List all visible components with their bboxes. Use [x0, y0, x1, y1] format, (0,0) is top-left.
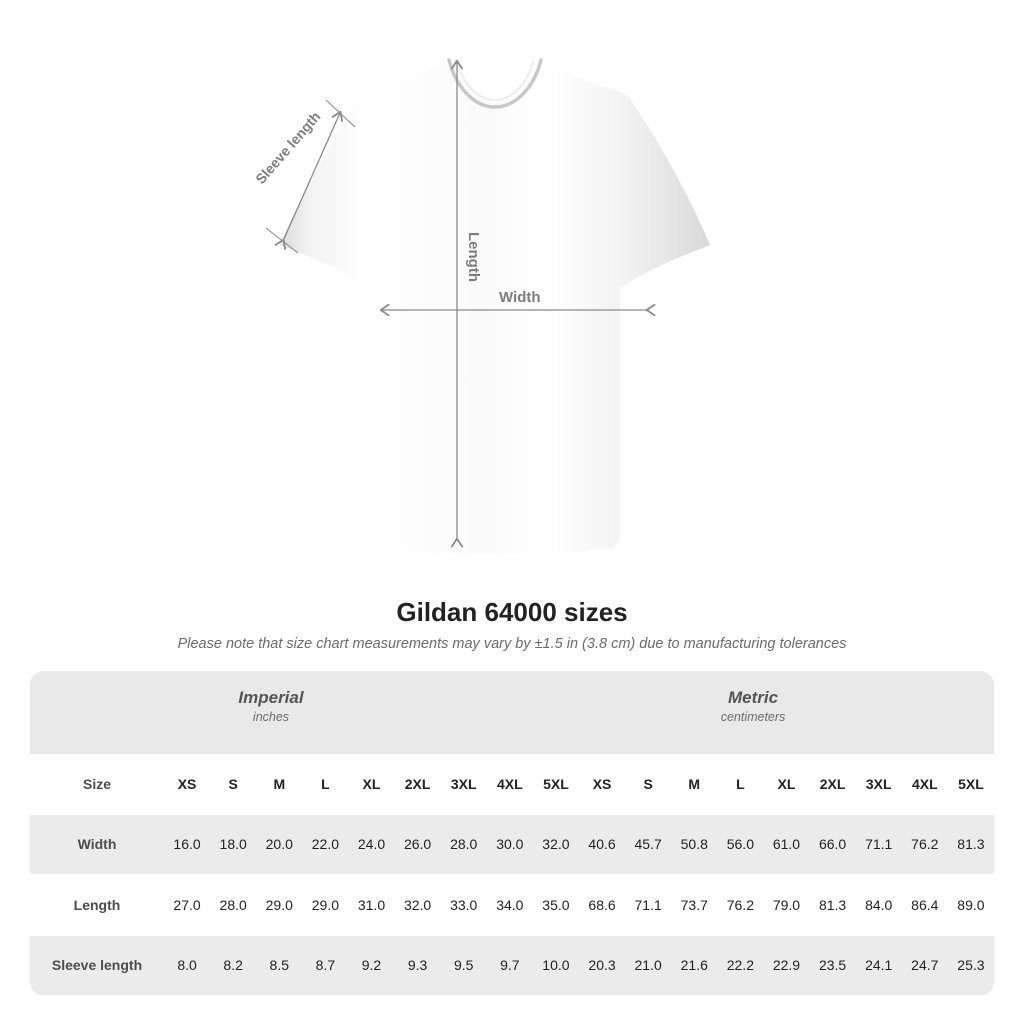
svg-text:Width: Width — [499, 289, 541, 306]
svg-text:Length: Length — [465, 232, 482, 282]
